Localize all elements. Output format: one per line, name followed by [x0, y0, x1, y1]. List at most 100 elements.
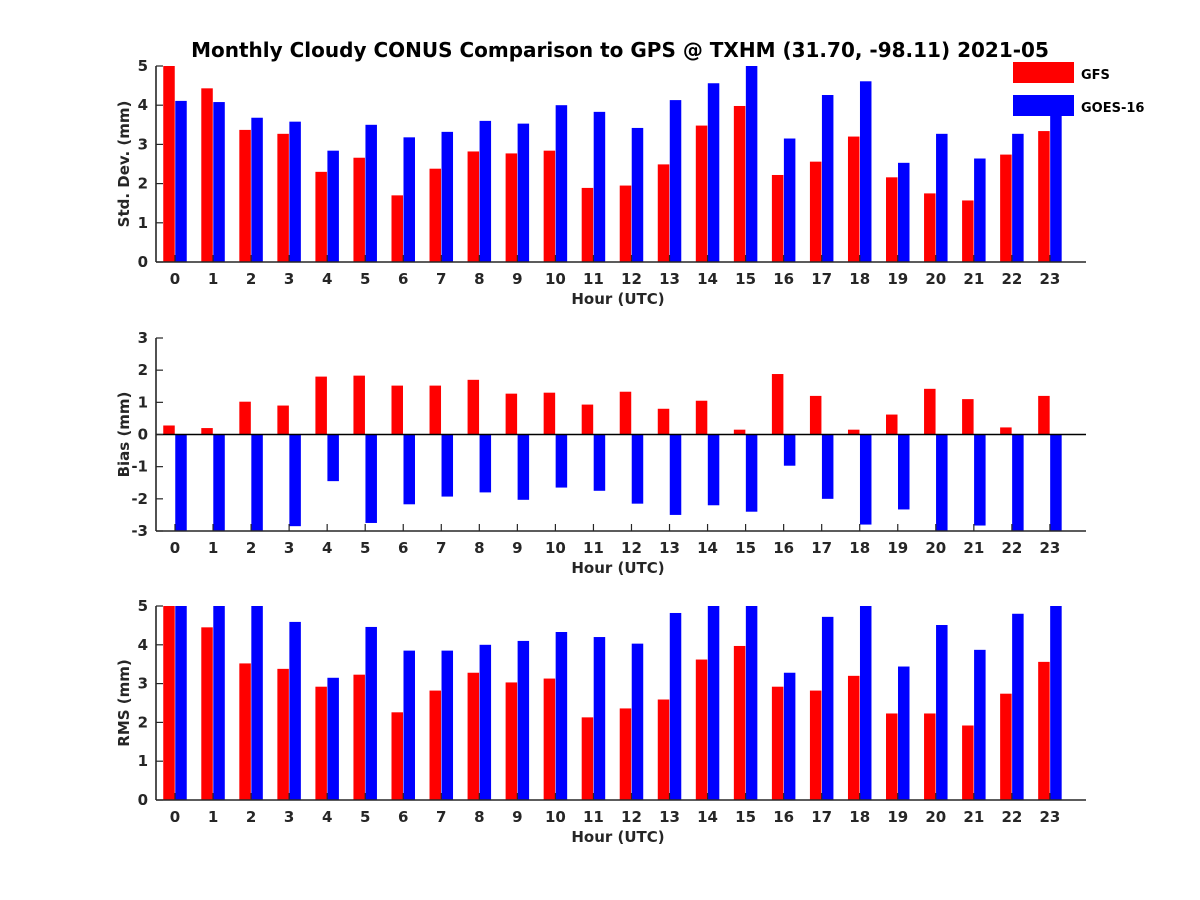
- bar-gfs-hour-12: [619, 708, 632, 800]
- bar-goes16-hour-21: [974, 649, 986, 800]
- y-tick-label: 5: [138, 57, 148, 75]
- x-tick-label: 20: [925, 270, 946, 288]
- bar-goes16-hour-14: [707, 83, 720, 262]
- bar-gfs-hour-16: [771, 174, 784, 262]
- bar-goes16-hour-20: [936, 625, 948, 800]
- bar-goes16-hour-0: [175, 100, 187, 262]
- series-goes16-bars: [175, 434, 1062, 531]
- bar-goes16-hour-4: [327, 677, 339, 800]
- bar-gfs-hour-10: [543, 392, 556, 435]
- bar-gfs-hour-3: [277, 405, 289, 435]
- y-axis-label: Std. Dev. (mm): [115, 101, 133, 228]
- bar-goes16-hour-10: [555, 632, 568, 800]
- bar-gfs-hour-15: [733, 645, 746, 800]
- y-tick-label: 2: [138, 175, 148, 193]
- x-tick-label: 2: [246, 808, 256, 826]
- x-tick-label: 21: [963, 270, 984, 288]
- x-tick-label: 10: [545, 539, 566, 557]
- y-tick-label: 4: [138, 96, 148, 114]
- bar-goes16-hour-17: [821, 434, 834, 499]
- bar-goes16-hour-6: [403, 137, 415, 262]
- x-tick-label: 15: [735, 539, 756, 557]
- bar-goes16-hour-6: [403, 650, 415, 800]
- bar-goes16-hour-20: [936, 434, 948, 531]
- bar-goes16-hour-7: [441, 650, 454, 800]
- x-tick-label: 3: [284, 808, 294, 826]
- bar-goes16-hour-4: [327, 150, 339, 262]
- bar-goes16-hour-17: [821, 95, 834, 262]
- x-tick-label: 9: [512, 270, 522, 288]
- bar-gfs-hour-16: [771, 686, 784, 800]
- bar-gfs-hour-8: [467, 672, 480, 800]
- x-tick-label: 8: [474, 808, 484, 826]
- y-tick-label: -2: [131, 490, 148, 508]
- x-tick-label: 10: [545, 270, 566, 288]
- bar-gfs-hour-7: [429, 690, 442, 800]
- x-tick-label: 22: [1001, 808, 1022, 826]
- bar-gfs-hour-13: [657, 164, 670, 262]
- x-tick-label: 20: [925, 808, 946, 826]
- bar-goes16-hour-12: [631, 127, 644, 262]
- x-tick-label: 4: [322, 808, 332, 826]
- x-tick-label: 16: [773, 808, 794, 826]
- bar-gfs-hour-6: [391, 385, 403, 435]
- bar-gfs-hour-7: [429, 168, 442, 262]
- x-tick-label: 13: [659, 539, 680, 557]
- x-tick-label: 0: [170, 539, 180, 557]
- x-tick-label: 6: [398, 808, 408, 826]
- bar-gfs-hour-0: [163, 66, 175, 262]
- bar-goes16-hour-14: [707, 434, 720, 506]
- bar-goes16-hour-23: [1050, 434, 1062, 531]
- bar-gfs-hour-13: [657, 408, 670, 435]
- bar-goes16-hour-5: [365, 124, 377, 262]
- series-gfs-bars: [163, 606, 1050, 800]
- bar-gfs-hour-12: [619, 391, 632, 435]
- bar-goes16-hour-16: [783, 138, 796, 262]
- bar-gfs-hour-12: [619, 185, 632, 262]
- bar-goes16-hour-20: [936, 133, 948, 262]
- y-tick-label: -3: [131, 522, 148, 540]
- series-gfs-bars: [163, 66, 1050, 262]
- x-tick-label: 17: [811, 539, 832, 557]
- y-tick-label: 5: [138, 597, 148, 615]
- bar-goes16-hour-9: [517, 434, 530, 500]
- legend-swatch-goes16: [1013, 95, 1074, 116]
- bar-goes16-hour-11: [593, 637, 606, 800]
- chart-title: Monthly Cloudy CONUS Comparison to GPS @…: [191, 38, 1049, 62]
- x-tick-label: 12: [621, 808, 642, 826]
- x-tick-label: 1: [208, 808, 218, 826]
- bar-gfs-hour-10: [543, 678, 556, 800]
- bar-goes16-hour-18: [859, 606, 872, 800]
- bar-goes16-hour-13: [669, 100, 682, 262]
- bar-goes16-hour-18: [859, 434, 872, 525]
- bar-gfs-hour-14: [695, 125, 708, 262]
- x-tick-label: 16: [773, 270, 794, 288]
- bar-goes16-hour-14: [707, 606, 720, 800]
- y-tick-label: -1: [131, 458, 148, 476]
- bar-goes16-hour-5: [365, 626, 377, 800]
- legend: GFS GOES-16: [1013, 62, 1144, 116]
- bar-gfs-hour-2: [239, 663, 251, 800]
- bar-goes16-hour-15: [745, 606, 758, 800]
- x-tick-label: 0: [170, 270, 180, 288]
- bar-goes16-hour-0: [175, 606, 187, 800]
- y-tick-label: 0: [138, 791, 148, 809]
- bar-goes16-hour-3: [289, 121, 301, 262]
- bar-goes16-hour-8: [479, 120, 492, 262]
- x-tick-label: 6: [398, 270, 408, 288]
- x-tick-label: 11: [583, 808, 604, 826]
- bar-goes16-hour-10: [555, 434, 568, 488]
- bar-gfs-hour-19: [886, 177, 898, 262]
- y-tick-label: 1: [138, 393, 148, 411]
- bar-gfs-hour-17: [809, 161, 822, 262]
- bar-goes16-hour-19: [898, 666, 910, 800]
- bar-gfs-hour-1: [201, 88, 213, 262]
- bar-gfs-hour-18: [847, 675, 860, 800]
- bar-goes16-hour-2: [251, 434, 263, 531]
- bar-goes16-hour-17: [821, 616, 834, 800]
- series-goes16-bars: [175, 606, 1062, 800]
- bar-gfs-hour-22: [1000, 693, 1012, 800]
